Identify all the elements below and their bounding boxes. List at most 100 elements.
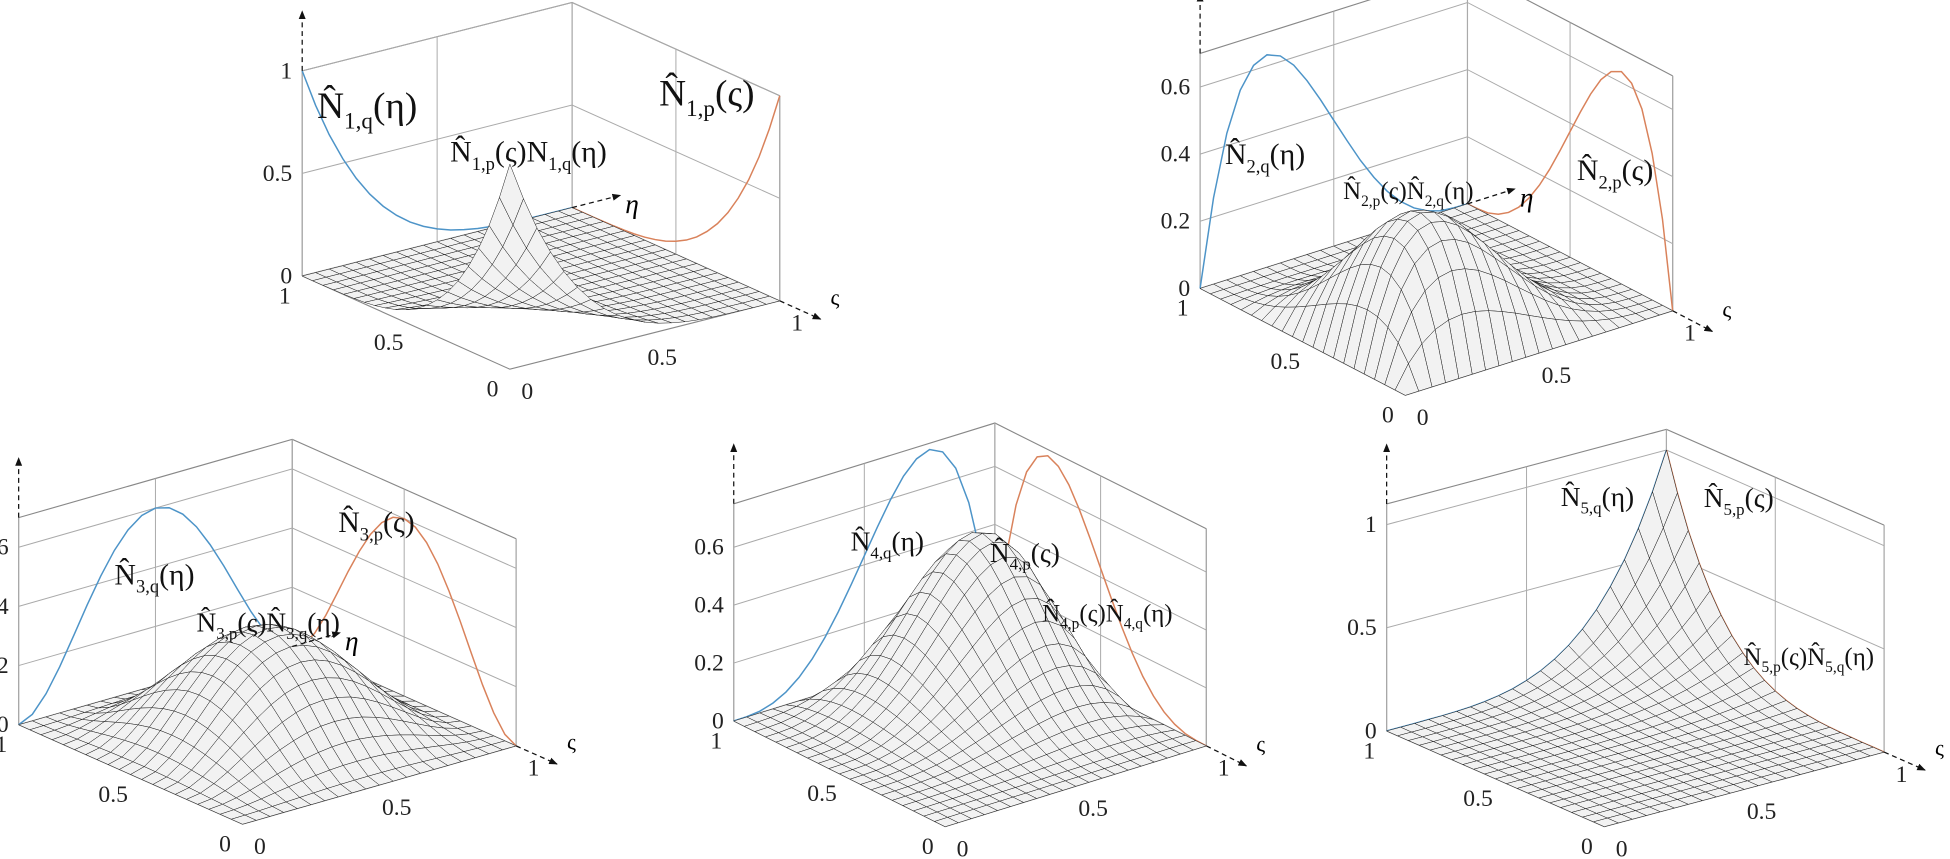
annotation-part: N̂ (1704, 483, 1724, 513)
z-tick-label: 0 (712, 708, 724, 734)
eta-axis-label: η (1520, 182, 1534, 212)
x-tick-label: 0 (1382, 403, 1394, 429)
x-tick-label: 1 (710, 728, 722, 754)
annotation-part: 1,q (344, 109, 373, 135)
x-tick-label: 1 (1363, 738, 1375, 764)
z-tick-label: 1 (280, 58, 292, 84)
z-tick-label: 0.6 (1161, 74, 1191, 100)
box-edge (733, 422, 1207, 530)
annotation: N̂4,q(η) (851, 526, 924, 562)
annotation-part: N̂ (1577, 153, 1599, 187)
sigma-axis-label: ς (567, 729, 576, 754)
sigma-axis-arrow (1672, 310, 1714, 333)
annotation-part: N̂ (114, 557, 136, 591)
annotation-part: N̂ (1343, 176, 1361, 205)
annotation-part: N (527, 136, 549, 169)
eta-axis-arrow (571, 193, 622, 209)
annotation-part: (ς) (1745, 483, 1774, 513)
box-edge (1199, 0, 1673, 77)
annotation-part: (η) (159, 558, 194, 591)
annotation-part: 3,q (286, 624, 308, 643)
eta-basis-curve (733, 448, 996, 722)
grid-line (1386, 449, 1885, 547)
annotation-part: N̂ (1042, 599, 1060, 628)
annotation-part: (ς) (1031, 538, 1060, 568)
annotation-part: 5,q (1825, 659, 1845, 676)
annotation-part: 4,p (1060, 616, 1080, 633)
x-tick-label: 0.5 (98, 782, 128, 808)
surface (1199, 203, 1673, 396)
annotation-part: (η) (1444, 178, 1474, 205)
x-tick-label: 0 (487, 377, 499, 403)
z-tick-label: 0.2 (1161, 209, 1191, 235)
surface-patch (934, 817, 959, 827)
annotation-part: N̂ (1807, 642, 1825, 671)
annotation-part: N̂ (1561, 482, 1581, 512)
surface (301, 163, 780, 324)
y-tick-label: 0 (1616, 837, 1628, 859)
eta-axis-label: η (625, 189, 639, 219)
y-tick-label: 1 (1896, 762, 1908, 788)
annotation-part: (ς) (1380, 178, 1406, 205)
y-tick-label: 0.5 (1078, 796, 1108, 822)
x-tick-label: 1 (0, 732, 7, 758)
annotation-part: 3,p (216, 624, 237, 643)
annotation-part: 1,p (472, 154, 495, 175)
annotation: N̂5,p(ς) (1704, 483, 1774, 519)
y-tick-label: 1 (1684, 321, 1696, 347)
annotation-part: 4,q (1124, 616, 1144, 633)
annotation: N̂1,q(η) (317, 84, 417, 135)
annotation-part: 2,q (1425, 193, 1445, 210)
z-tick-label: 0.5 (1347, 615, 1377, 641)
y-tick-label: 0 (1417, 405, 1429, 431)
z-tick-label: 0.2 (694, 651, 724, 677)
annotation: N̂5,p(ς)N̂5,q(η) (1744, 642, 1874, 676)
annotation-part: 2,p (1361, 193, 1381, 210)
z-tick-label: 0 (280, 263, 292, 289)
annotation-part: N̂ (990, 538, 1010, 568)
y-tick-label: 0 (521, 379, 533, 405)
annotation: N̂1,p(ς) (659, 71, 754, 122)
z-tick-label: 0 (0, 712, 9, 738)
annotation-part: (η) (571, 136, 606, 169)
annotation: N̂2,p(ς)N̂2,q(η) (1343, 176, 1473, 210)
sigma-basis-curve (292, 516, 517, 747)
x-tick-label: 0.5 (374, 330, 404, 356)
surface-patch (499, 163, 524, 226)
x-tick-label: 1 (279, 283, 291, 309)
annotation-part: N̂ (659, 71, 686, 114)
y-tick-label: 0.5 (1542, 363, 1572, 389)
annotation-part: 3,q (136, 577, 159, 598)
x-tick-label: 0 (1581, 834, 1593, 859)
sigma-basis-curve (571, 95, 781, 243)
y-tick-label: 0.5 (382, 795, 412, 821)
box-edge (1386, 428, 1885, 526)
box-edge (302, 1, 780, 97)
annotation-part: 1,p (686, 96, 715, 122)
annotation-part: (ς) (1622, 154, 1654, 187)
annotation-part: (η) (1844, 644, 1874, 671)
z-tick-label: 0.4 (0, 594, 9, 620)
annotation-part: 2,p (1598, 173, 1621, 194)
surface-patch (1593, 817, 1619, 827)
surface-patch (1394, 363, 1419, 396)
annotation-part: N̂ (266, 607, 286, 637)
grid-line (18, 468, 517, 569)
box-edge (18, 438, 517, 540)
z-tick-label: 0.6 (0, 535, 9, 561)
annotation-part: N̂ (1407, 176, 1425, 205)
z-tick-label: 0.2 (0, 653, 9, 679)
y-tick-label: 1 (791, 311, 803, 337)
y-tick-label: 0 (957, 837, 969, 859)
annotation-part: (ς) (237, 608, 266, 638)
annotation-part: N̂ (1106, 599, 1124, 628)
sigma-axis-label: ς (1722, 297, 1731, 322)
annotation-part: 4,p (1010, 555, 1031, 574)
box-edge (301, 275, 780, 370)
z-tick-label: 0.5 (263, 161, 293, 187)
annotation-part: 2,q (1247, 156, 1270, 177)
sigma-axis-arrow (1206, 745, 1248, 767)
annotation-part: (η) (307, 608, 340, 638)
